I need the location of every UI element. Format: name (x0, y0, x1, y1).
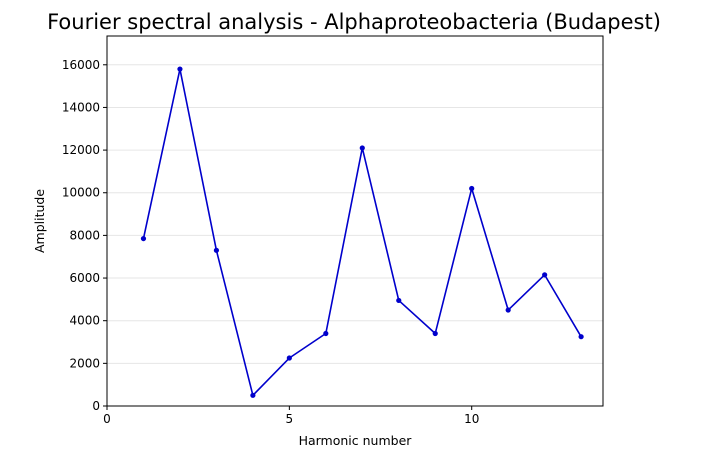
data-point (432, 330, 438, 337)
y-tick-label: 8000 (69, 228, 100, 242)
data-point (396, 297, 402, 304)
x-axis-ticks: 0 5 10 (103, 406, 479, 426)
y-tick-label: 6000 (69, 271, 100, 285)
x-axis-label: Harmonic number (299, 433, 413, 448)
y-tick-label: 12000 (62, 143, 100, 157)
data-point (140, 235, 147, 242)
chart-title: Fourier spectral analysis - Alphaproteob… (47, 10, 661, 34)
y-tick-label: 10000 (62, 186, 100, 200)
y-tick-label: 14000 (62, 100, 100, 114)
y-tick-label: 4000 (69, 314, 100, 328)
data-point (177, 66, 183, 72)
y-axis-label: Amplitude (32, 189, 47, 253)
data-series (140, 66, 584, 398)
data-point (323, 330, 329, 337)
y-tick-label: 16000 (62, 58, 100, 72)
x-tick-label: 0 (103, 412, 111, 426)
data-point (469, 185, 475, 192)
x-tick-label: 5 (286, 412, 294, 426)
gridlines (107, 64, 603, 364)
data-point (542, 272, 548, 278)
data-point (286, 355, 292, 361)
data-point (250, 392, 256, 398)
data-point (359, 145, 365, 151)
plot-frame (106, 35, 604, 407)
data-point (578, 334, 584, 340)
data-point (213, 247, 220, 253)
series-line (142, 68, 582, 397)
y-axis-ticks: 0 2000 4000 6000 8000 10000 12000 14000 16000 (62, 58, 107, 413)
data-point (505, 307, 511, 313)
x-tick-label: 10 (464, 412, 479, 426)
y-tick-label: 0 (92, 399, 100, 413)
y-tick-label: 2000 (69, 356, 100, 370)
